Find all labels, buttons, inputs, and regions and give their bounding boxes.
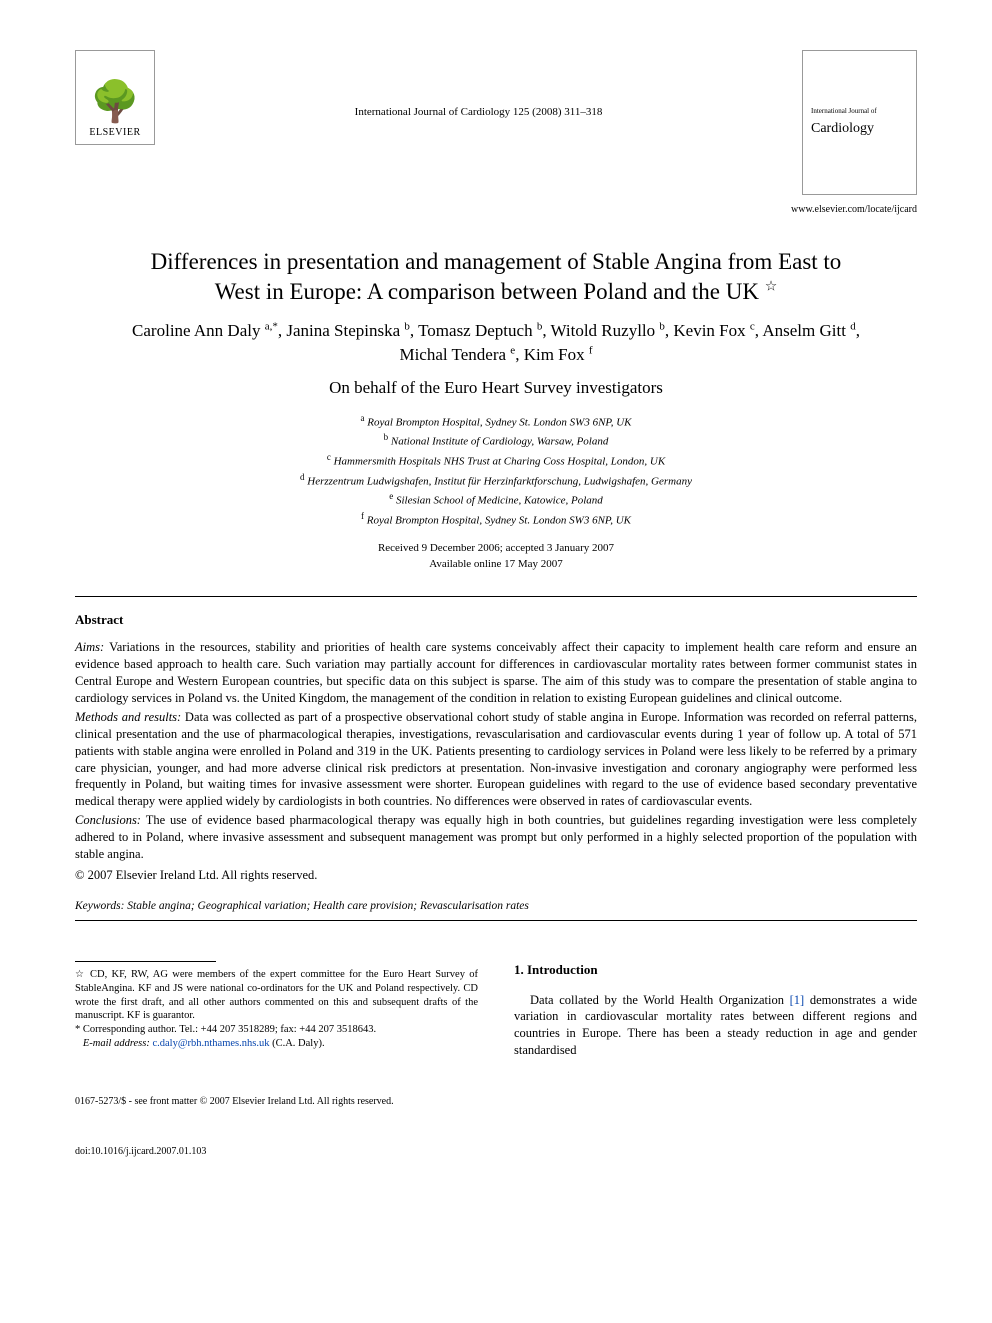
received-date: Received 9 December 2006; accepted 3 Jan… (378, 542, 614, 554)
corresponding-footnote: * Corresponding author. Tel.: +44 207 35… (75, 1023, 478, 1037)
on-behalf-line: On behalf of the Euro Heart Survey inves… (75, 376, 917, 400)
page-header: 🌳 ELSEVIER International Journal of Card… (75, 50, 917, 195)
abstract-copyright: © 2007 Elsevier Ireland Ltd. All rights … (75, 867, 917, 885)
contributor-text: CD, KF, RW, AG were members of the exper… (75, 969, 478, 1021)
journal-cover-line2: Cardiology (811, 119, 908, 139)
publisher-logo: 🌳 ELSEVIER (75, 50, 155, 145)
email-suffix: (C.A. Daly). (272, 1038, 325, 1049)
available-date: Available online 17 May 2007 (429, 558, 563, 570)
rule-above-abstract (75, 596, 917, 597)
footer-front-matter: 0167-5273/$ - see front matter © 2007 El… (75, 1095, 917, 1109)
abstract-methods: Methods and results: Data was collected … (75, 709, 917, 810)
author-list: Caroline Ann Daly a,*, Janina Stepinska … (115, 319, 877, 368)
left-column: ☆ CD, KF, RW, AG were members of the exp… (75, 961, 478, 1059)
introduction-heading: 1. Introduction (514, 961, 917, 979)
affiliations-list: a Royal Brompton Hospital, Sydney St. Lo… (75, 412, 917, 530)
aims-text: Variations in the resources, stability a… (75, 640, 917, 705)
journal-cover-box: International Journal of Cardiology (802, 50, 917, 195)
journal-cover-line1: International Journal of (811, 107, 908, 117)
journal-reference: International Journal of Cardiology 125 … (155, 50, 802, 120)
introduction-paragraph: Data collated by the World Health Organi… (514, 992, 917, 1060)
article-title: Differences in presentation and manageme… (95, 247, 897, 307)
journal-url: www.elsevier.com/locate/ijcard (75, 203, 917, 217)
abstract-heading: Abstract (75, 611, 917, 629)
abstract-aims: Aims: Variations in the resources, stabi… (75, 639, 917, 707)
footer-doi: doi:10.1016/j.ijcard.2007.01.103 (75, 1145, 917, 1159)
publisher-name: ELSEVIER (89, 126, 140, 140)
title-footnote-star: ☆ (765, 279, 778, 294)
keywords-label: Keywords: (75, 900, 124, 912)
two-column-region: ☆ CD, KF, RW, AG were members of the exp… (75, 961, 917, 1059)
title-line1: Differences in presentation and manageme… (151, 249, 842, 274)
conclusions-text: The use of evidence based pharmacologica… (75, 813, 917, 861)
abstract-conclusions: Conclusions: The use of evidence based p… (75, 812, 917, 863)
reference-link-1[interactable]: [1] (790, 993, 805, 1007)
elsevier-tree-icon: 🌳 (90, 82, 140, 122)
rule-below-keywords (75, 920, 917, 921)
intro-text-pre: Data collated by the World Health Organi… (530, 993, 790, 1007)
keywords-line: Keywords: Stable angina; Geographical va… (75, 898, 917, 914)
conclusions-label: Conclusions: (75, 813, 141, 827)
footnote-rule (75, 961, 216, 962)
right-column: 1. Introduction Data collated by the Wor… (514, 961, 917, 1059)
email-label: E-mail address: (83, 1038, 150, 1049)
email-footnote: E-mail address: c.daly@rbh.nthames.nhs.u… (75, 1037, 478, 1051)
aims-label: Aims: (75, 640, 104, 654)
methods-text: Data was collected as part of a prospect… (75, 710, 917, 808)
corresponding-email-link[interactable]: c.daly@rbh.nthames.nhs.uk (152, 1038, 269, 1049)
keywords-text: Stable angina; Geographical variation; H… (127, 900, 529, 912)
methods-label: Methods and results: (75, 710, 181, 724)
footnote-star-icon: ☆ (75, 969, 86, 980)
contributor-footnote: ☆ CD, KF, RW, AG were members of the exp… (75, 968, 478, 1023)
article-dates: Received 9 December 2006; accepted 3 Jan… (75, 541, 917, 572)
title-line2: West in Europe: A comparison between Pol… (215, 279, 759, 304)
